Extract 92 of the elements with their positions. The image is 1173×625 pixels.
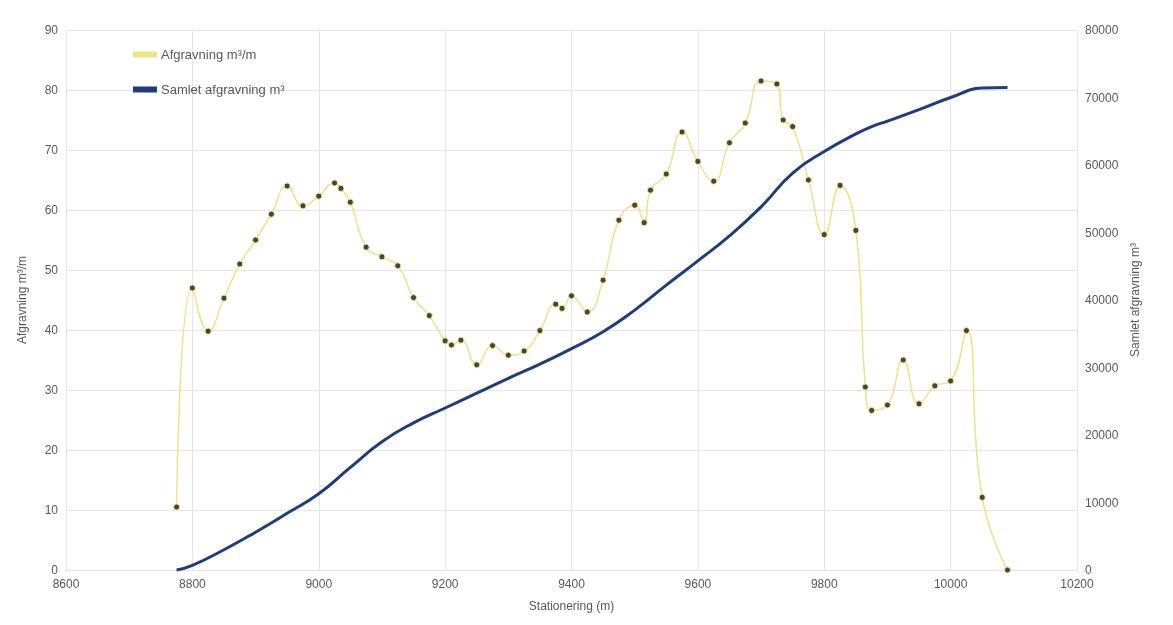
x-tick-label: 9600 <box>684 577 712 591</box>
point <box>694 157 702 165</box>
y-tick-label: 30 <box>44 383 59 397</box>
point <box>662 170 670 178</box>
point <box>552 300 560 308</box>
point <box>820 231 828 239</box>
y-tick-label: 10 <box>44 503 59 517</box>
point <box>931 382 939 390</box>
point <box>615 216 623 224</box>
point <box>173 503 181 511</box>
point <box>710 177 718 185</box>
y2-tick-label: 10000 <box>1085 495 1119 510</box>
point <box>315 192 323 200</box>
y-axis-title: Afgravning m³/m <box>15 255 29 345</box>
point <box>504 351 512 359</box>
point <box>410 294 418 302</box>
y2-tick-label: 20000 <box>1085 428 1119 442</box>
point <box>520 347 528 355</box>
point <box>962 327 970 335</box>
legend-label: Samlet afgravning m³ <box>161 82 286 97</box>
point <box>861 383 869 391</box>
x-tick-label: 9800 <box>810 577 838 591</box>
point <box>441 337 449 345</box>
point <box>868 406 876 414</box>
y2-axis-title: Samlet afgravning m³ <box>1128 242 1143 358</box>
point <box>899 356 907 364</box>
point <box>220 294 228 302</box>
y-tick-label: 80 <box>44 83 59 97</box>
point <box>836 181 844 189</box>
point <box>394 262 402 270</box>
x-tick-label: 8600 <box>52 577 80 591</box>
x-tick-label: 8800 <box>179 577 207 591</box>
point <box>473 361 481 369</box>
y-tick-label: 60 <box>44 203 59 217</box>
point <box>757 77 765 85</box>
point <box>337 184 345 192</box>
y2-tick-label: 80000 <box>1085 23 1119 37</box>
y-tick-label: 20 <box>44 443 59 457</box>
x-axis-title: Stationering (m) <box>528 599 615 613</box>
y2-tick-label: 0 <box>1085 563 1092 577</box>
point <box>947 377 955 385</box>
point <box>915 400 923 408</box>
point <box>883 401 891 409</box>
y2-tick-label: 50000 <box>1085 225 1119 240</box>
point <box>640 219 648 227</box>
point <box>236 260 244 268</box>
point <box>378 253 386 261</box>
x-tick-label: 10200 <box>1060 577 1095 591</box>
y2-tick-label: 40000 <box>1085 293 1119 307</box>
point <box>725 139 733 147</box>
point <box>804 176 812 184</box>
point <box>252 236 260 244</box>
y2-tick-label: 70000 <box>1085 90 1119 105</box>
point <box>646 186 654 194</box>
point <box>489 342 497 350</box>
point <box>283 182 291 190</box>
point <box>978 493 986 501</box>
point <box>299 202 307 210</box>
point <box>779 116 787 124</box>
point <box>188 284 196 292</box>
legend-label: Afgravning m³/m <box>161 47 257 62</box>
point <box>267 210 275 218</box>
y2-tick-label: 60000 <box>1085 158 1119 172</box>
point <box>631 201 639 209</box>
y-tick-label: 70 <box>44 143 59 157</box>
point <box>447 341 455 349</box>
y2-tick-label: 30000 <box>1085 360 1119 375</box>
point <box>852 226 860 234</box>
x-tick-label: 9200 <box>431 577 459 591</box>
point <box>362 243 370 251</box>
point <box>346 198 354 206</box>
y-tick-label: 0 <box>51 563 59 577</box>
x-tick-label: 9400 <box>558 577 586 591</box>
point <box>425 312 433 320</box>
x-tick-label: 9000 <box>305 577 333 591</box>
point <box>568 292 575 300</box>
x-tick-label: 10000 <box>933 577 968 591</box>
point <box>741 119 749 127</box>
point <box>558 304 566 312</box>
y-tick-label: 50 <box>44 263 59 277</box>
point <box>1004 566 1011 574</box>
point <box>678 128 686 136</box>
point <box>583 308 591 316</box>
point <box>789 123 797 131</box>
point <box>331 179 339 187</box>
y-tick-label: 40 <box>44 323 59 337</box>
y-tick-label: 90 <box>44 23 59 37</box>
point <box>457 336 465 344</box>
point <box>536 327 544 335</box>
point <box>773 80 781 88</box>
point <box>599 276 607 284</box>
point <box>204 327 212 335</box>
